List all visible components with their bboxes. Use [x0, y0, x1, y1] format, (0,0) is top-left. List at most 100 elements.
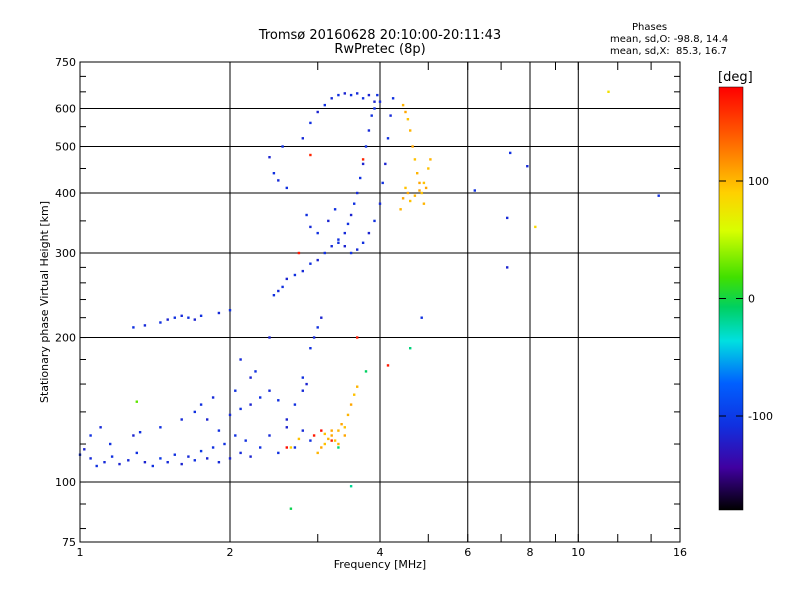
- data-point: [187, 455, 190, 458]
- data-point: [349, 93, 353, 97]
- data-point: [143, 461, 147, 464]
- data-point: [309, 225, 312, 229]
- data-point: [89, 457, 92, 460]
- colorbar-ticks: 100 0 -100: [719, 175, 773, 423]
- data-point: [420, 191, 423, 195]
- data-point: [234, 389, 237, 392]
- data-point: [268, 336, 271, 339]
- data-point: [409, 199, 412, 203]
- data-point: [132, 434, 135, 437]
- data-point: [305, 213, 308, 217]
- data-point: [180, 418, 183, 421]
- data-point: [277, 451, 280, 455]
- data-point: [316, 451, 319, 455]
- data-point: [109, 442, 112, 446]
- y-tick-label: 400: [55, 187, 76, 200]
- data-point: [409, 129, 412, 132]
- data-point: [361, 241, 365, 244]
- data-point: [373, 107, 376, 110]
- data-point: [239, 407, 242, 411]
- data-point: [330, 429, 333, 432]
- data-points: [78, 90, 660, 510]
- phase-x-line: mean, sd,X: 85.3, 16.7: [610, 46, 727, 57]
- data-point: [424, 186, 428, 190]
- data-point: [323, 432, 326, 436]
- data-point: [370, 114, 373, 117]
- data-point: [277, 289, 280, 293]
- x-tick-label: 4: [377, 546, 384, 559]
- data-point: [361, 158, 365, 161]
- data-point: [193, 410, 196, 414]
- data-point: [409, 347, 412, 350]
- data-point: [259, 446, 262, 449]
- data-point: [259, 396, 262, 399]
- chart-subtitle: RwPretec (8p): [334, 42, 426, 57]
- data-point: [151, 464, 154, 468]
- data-point: [193, 459, 196, 462]
- data-point: [180, 462, 183, 466]
- data-point: [132, 326, 135, 329]
- colorbar-label: [deg]: [718, 70, 753, 85]
- data-point: [99, 426, 102, 429]
- data-point: [378, 202, 382, 205]
- data-point: [349, 485, 353, 488]
- data-point: [346, 413, 350, 417]
- x-tick-label: 2: [227, 546, 234, 559]
- colorbar-tick-label: 100: [748, 175, 769, 188]
- data-point: [285, 426, 288, 429]
- data-point: [418, 189, 421, 192]
- data-point: [277, 179, 280, 182]
- data-point: [316, 258, 319, 262]
- data-point: [381, 181, 384, 185]
- x-tick-label: 8: [527, 546, 534, 559]
- data-point: [135, 451, 138, 455]
- data-point: [309, 347, 312, 350]
- data-point: [249, 455, 252, 458]
- data-point: [211, 396, 215, 399]
- data-point: [166, 318, 169, 321]
- data-point: [418, 181, 421, 185]
- axis-ticks: [79, 61, 681, 542]
- data-point: [297, 437, 301, 441]
- data-point: [399, 208, 402, 211]
- data-point: [285, 418, 288, 421]
- data-point: [320, 446, 323, 449]
- data-point: [159, 426, 162, 429]
- data-point: [135, 400, 138, 403]
- data-point: [138, 431, 142, 434]
- data-point: [367, 93, 371, 97]
- data-point: [268, 434, 271, 437]
- data-point: [526, 165, 529, 168]
- data-point: [509, 151, 512, 155]
- data-point: [343, 426, 346, 429]
- data-point: [367, 231, 371, 235]
- data-point: [293, 446, 297, 449]
- x-axis-label: Frequency [MHz]: [334, 558, 426, 571]
- data-point: [228, 413, 232, 417]
- data-point: [337, 238, 340, 241]
- data-point: [343, 245, 346, 248]
- y-axis-label: Stationary phase Virtual Height [km]: [38, 201, 51, 403]
- data-point: [356, 92, 359, 95]
- data-point: [239, 451, 242, 455]
- data-point: [406, 191, 410, 195]
- data-point: [333, 439, 337, 442]
- x-tick-labels: 1 2 4 6 8 10 16: [77, 546, 688, 559]
- data-point: [173, 453, 176, 456]
- data-point: [356, 385, 359, 388]
- data-point: [199, 449, 203, 453]
- data-point: [337, 93, 340, 97]
- data-point: [359, 176, 362, 180]
- data-point: [277, 399, 280, 402]
- data-point: [337, 429, 340, 432]
- data-point: [180, 314, 183, 317]
- data-point: [330, 434, 333, 437]
- data-point: [353, 393, 356, 396]
- data-point: [356, 191, 359, 195]
- data-point: [268, 156, 271, 159]
- data-point: [285, 186, 288, 190]
- data-point: [416, 172, 419, 175]
- y-tick-label: 300: [55, 247, 76, 260]
- data-point: [166, 461, 169, 464]
- data-point: [281, 145, 284, 148]
